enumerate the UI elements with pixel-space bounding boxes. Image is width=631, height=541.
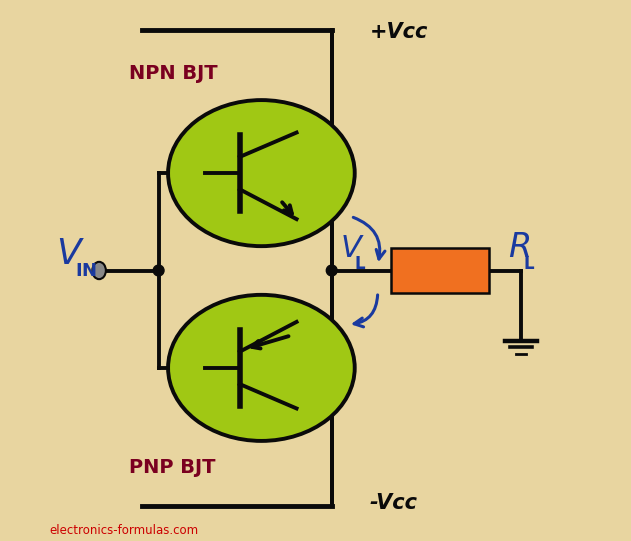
Text: -Vcc: -Vcc <box>370 493 418 513</box>
Text: electronics-formulas.com: electronics-formulas.com <box>49 524 199 537</box>
Text: $\mathbf{L}$: $\mathbf{L}$ <box>355 255 367 273</box>
Bar <box>391 248 488 294</box>
Text: $\mathbf{L}$: $\mathbf{L}$ <box>522 255 535 273</box>
Circle shape <box>153 265 164 276</box>
Circle shape <box>326 265 337 276</box>
Text: PNP BJT: PNP BJT <box>129 458 215 478</box>
Text: $\mathit{R}$: $\mathit{R}$ <box>507 232 529 264</box>
Text: $\mathbf{IN}$: $\mathbf{IN}$ <box>75 261 97 280</box>
Ellipse shape <box>168 295 355 441</box>
Text: NPN BJT: NPN BJT <box>129 63 218 83</box>
Text: +Vcc: +Vcc <box>370 23 428 42</box>
Text: $\mathit{V}$: $\mathit{V}$ <box>340 234 365 263</box>
Ellipse shape <box>92 262 106 279</box>
Text: $\mathit{V}$: $\mathit{V}$ <box>56 237 85 271</box>
Ellipse shape <box>168 100 355 246</box>
